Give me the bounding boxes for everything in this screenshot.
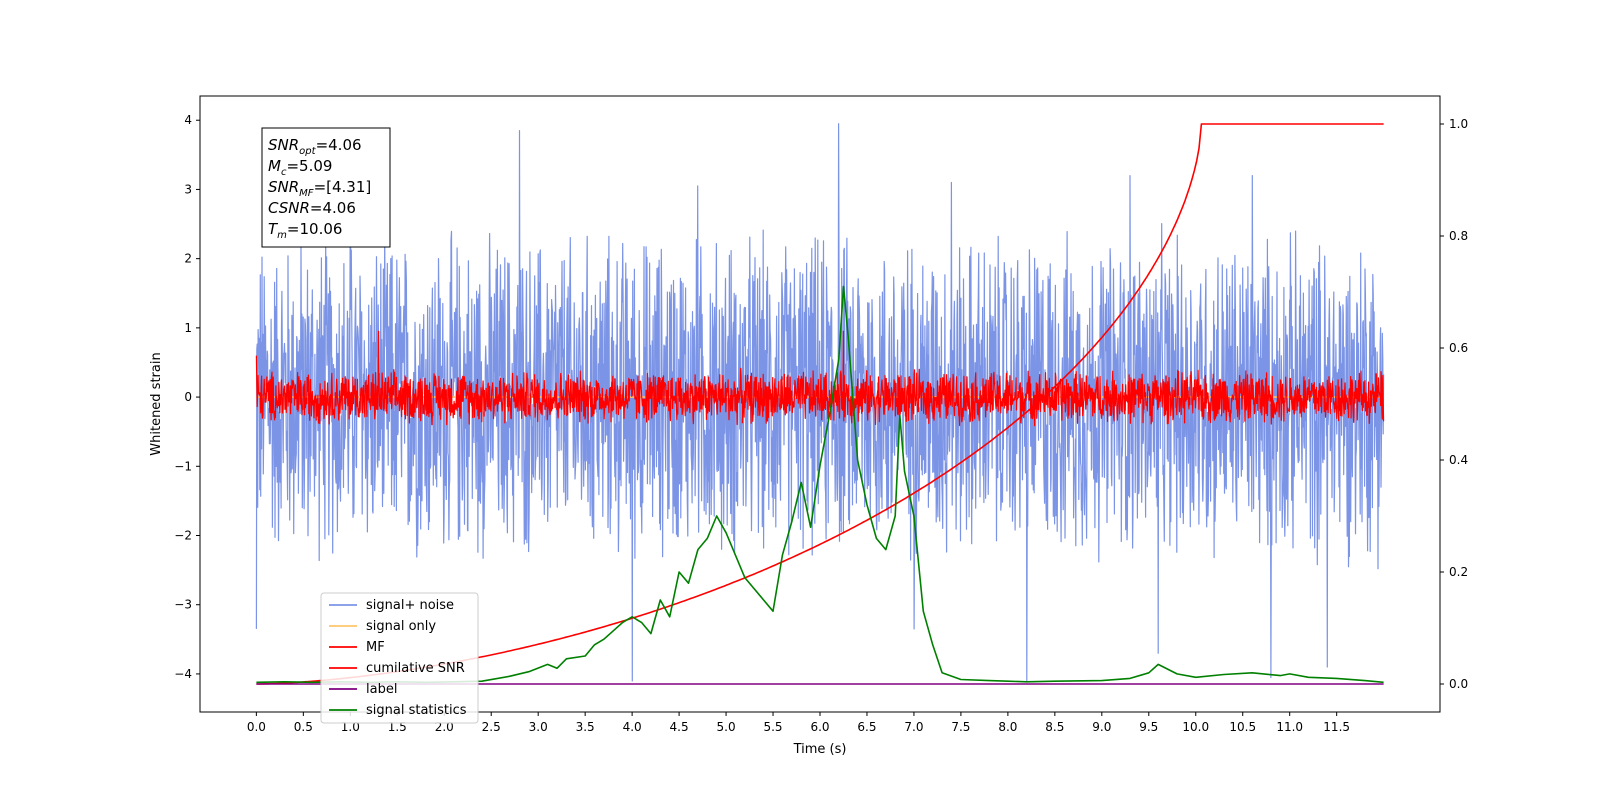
y2-tick-label: 1.0 [1449, 117, 1468, 131]
x-tick-label: 10.0 [1182, 720, 1209, 734]
x-tick-label: 3.5 [576, 720, 595, 734]
y2-tick-label: 0.0 [1449, 677, 1468, 691]
annotation-symbol: T [268, 220, 279, 238]
x-tick-label: 11.0 [1276, 720, 1303, 734]
annotation-line: SNRMF=[4.31] [268, 178, 371, 199]
legend: signal+ noise signal only MF cumilative SNR… [320, 592, 479, 724]
annotation-symbol: SNR [268, 178, 299, 196]
x-tick-label: 10.5 [1229, 720, 1256, 734]
y-tick-label: −3 [174, 598, 192, 612]
y-axis-left: 4 3 2 1 0 −1 −2 −3 −4 [174, 113, 200, 681]
x-tick-label: 7.0 [904, 720, 923, 734]
x-tick-label: 0.5 [294, 720, 313, 734]
y-tick-label: 2 [184, 252, 192, 266]
y2-tick-label: 0.6 [1449, 341, 1468, 355]
series-signal-noise [255, 123, 1385, 682]
x-tick-label: 11.5 [1323, 720, 1350, 734]
annotation-line: Tm=10.06 [268, 220, 342, 241]
x-tick-label: 8.0 [998, 720, 1017, 734]
annotation-subscript: MF [299, 188, 314, 199]
annotation-symbol: SNR [268, 136, 299, 154]
annotation-line: Mc=5.09 [268, 157, 332, 178]
legend-label-label: label [366, 682, 397, 697]
annotation-symbol: CSNR [268, 199, 310, 217]
y-tick-label: 3 [184, 182, 192, 196]
legend-label-signal-only: signal only [366, 619, 436, 634]
annotation-value: =4.06 [316, 136, 362, 154]
annotation-value: =10.06 [287, 220, 343, 238]
x-tick-label: 6.0 [810, 720, 829, 734]
annotation-subscript: m [277, 230, 287, 241]
y-tick-label: −1 [174, 459, 192, 473]
legend-label-signal-statistics: signal statistics [366, 703, 467, 718]
annotation-value: =4.06 [310, 199, 356, 217]
legend-frame [320, 592, 479, 724]
annotation-subscript: opt [299, 146, 316, 157]
legend-label-mf: MF [366, 640, 385, 655]
x-tick-label: 0.0 [247, 720, 266, 734]
annotation-value: =5.09 [286, 157, 332, 175]
y-axis-right: 1.0 0.8 0.6 0.4 0.2 0.0 [1440, 117, 1468, 691]
annotation-subscript: c [281, 167, 287, 178]
x-tick-label: 6.5 [857, 720, 876, 734]
legend-label-signal-noise: signal+ noise [366, 598, 454, 613]
x-tick-label: 2.5 [482, 720, 501, 734]
series-mf [255, 330, 1385, 427]
annotation-frame [261, 127, 391, 248]
x-tick-label: 9.5 [1139, 720, 1158, 734]
y2-tick-label: 0.2 [1449, 565, 1468, 579]
annotation-symbol: M [268, 157, 281, 175]
x-axis-label: Time (s) [793, 742, 847, 757]
x-tick-label: 8.5 [1045, 720, 1064, 734]
x-tick-label: 9.0 [1092, 720, 1111, 734]
y2-tick-label: 0.8 [1449, 229, 1468, 243]
x-tick-label: 3.0 [529, 720, 548, 734]
x-tick-label: 4.5 [670, 720, 689, 734]
x-tick-label: 7.5 [951, 720, 970, 734]
metrics-annotation-box: SNRopt=4.06Mc=5.09SNRMF=[4.31]CSNR=4.06T… [261, 127, 391, 248]
y-tick-label: −4 [174, 667, 192, 681]
annotation-line: SNRopt=4.06 [268, 136, 362, 157]
y2-tick-label: 0.4 [1449, 453, 1468, 467]
x-tick-label: 5.0 [717, 720, 736, 734]
y-axis-label: Whitened strain [149, 352, 164, 455]
series-signal-statistics [256, 285, 1384, 684]
annotation-line: CSNR=4.06 [268, 199, 356, 217]
y-tick-label: 4 [184, 113, 192, 127]
legend-label-cumilative-snr: cumilative SNR [366, 661, 465, 676]
x-tick-label: 4.0 [623, 720, 642, 734]
y-tick-label: 0 [184, 390, 192, 404]
y-tick-label: −2 [174, 529, 192, 543]
y-tick-label: 1 [184, 321, 192, 335]
x-tick-label: 5.5 [763, 720, 782, 734]
annotation-value: =[4.31] [314, 178, 372, 196]
